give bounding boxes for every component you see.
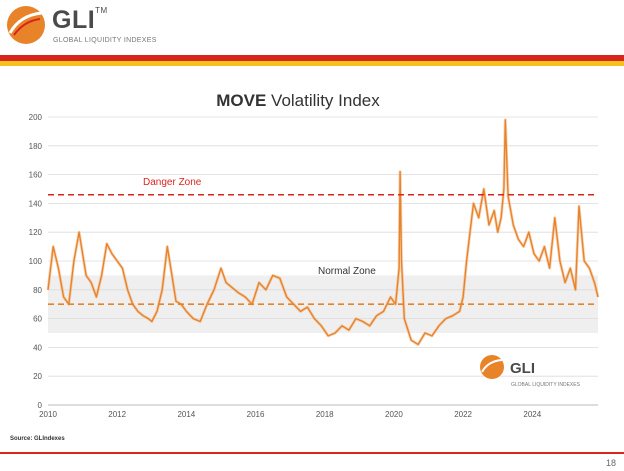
x-tick-label: 2016 [247, 410, 265, 419]
header: GLITM GLOBAL LIQUIDITY INDEXES [0, 0, 624, 54]
watermark-logo: GLI GLOBAL LIQUIDITY INDEXES [480, 355, 581, 388]
brand-name: GLITM [52, 6, 108, 34]
footer-rule [0, 452, 624, 454]
y-tick-label: 20 [33, 372, 42, 381]
y-tick-label: 160 [29, 171, 43, 180]
y-tick-label: 60 [33, 315, 42, 324]
watermark-brand: GLI [510, 360, 535, 377]
y-tick-label: 100 [29, 257, 43, 266]
brand-trademark: TM [95, 6, 108, 15]
x-tick-label: 2022 [454, 410, 472, 419]
y-tick-label: 40 [33, 343, 42, 352]
y-tick-label: 0 [38, 401, 43, 410]
watermark-logo-icon [480, 355, 504, 379]
x-tick-label: 2014 [177, 410, 195, 419]
x-tick-label: 2018 [316, 410, 334, 419]
x-tick-label: 2024 [523, 410, 541, 419]
normal-zone-label: Normal Zone [318, 266, 376, 277]
x-tick-label: 2020 [385, 410, 403, 419]
x-tick-label: 2010 [39, 410, 57, 419]
brand-subtitle: GLOBAL LIQUIDITY INDEXES [53, 37, 157, 44]
source-note: Source: GLIndexes [10, 436, 65, 442]
chart-panel: MOVE Volatility Index 0 20 40 60 80 100 120 140… [8, 72, 614, 446]
gli-logo-icon [7, 6, 45, 44]
header-red-stripe [0, 55, 624, 61]
watermark-subtitle: GLOBAL LIQUIDITY INDEXES [511, 382, 581, 388]
y-tick-label: 180 [29, 142, 43, 151]
header-yellow-stripe [0, 61, 624, 66]
y-tick-label: 80 [33, 286, 42, 295]
y-tick-label: 120 [29, 228, 43, 237]
y-tick-label: 140 [29, 199, 43, 208]
page-number: 18 [605, 458, 616, 468]
chart-title: MOVE Volatility Index [216, 91, 380, 110]
y-tick-label: 200 [29, 113, 43, 122]
danger-zone-label: Danger Zone [143, 177, 202, 188]
move-volatility-chart: MOVE Volatility Index 0 20 40 60 80 100 120 140… [10, 91, 600, 442]
x-tick-label: 2012 [108, 410, 126, 419]
